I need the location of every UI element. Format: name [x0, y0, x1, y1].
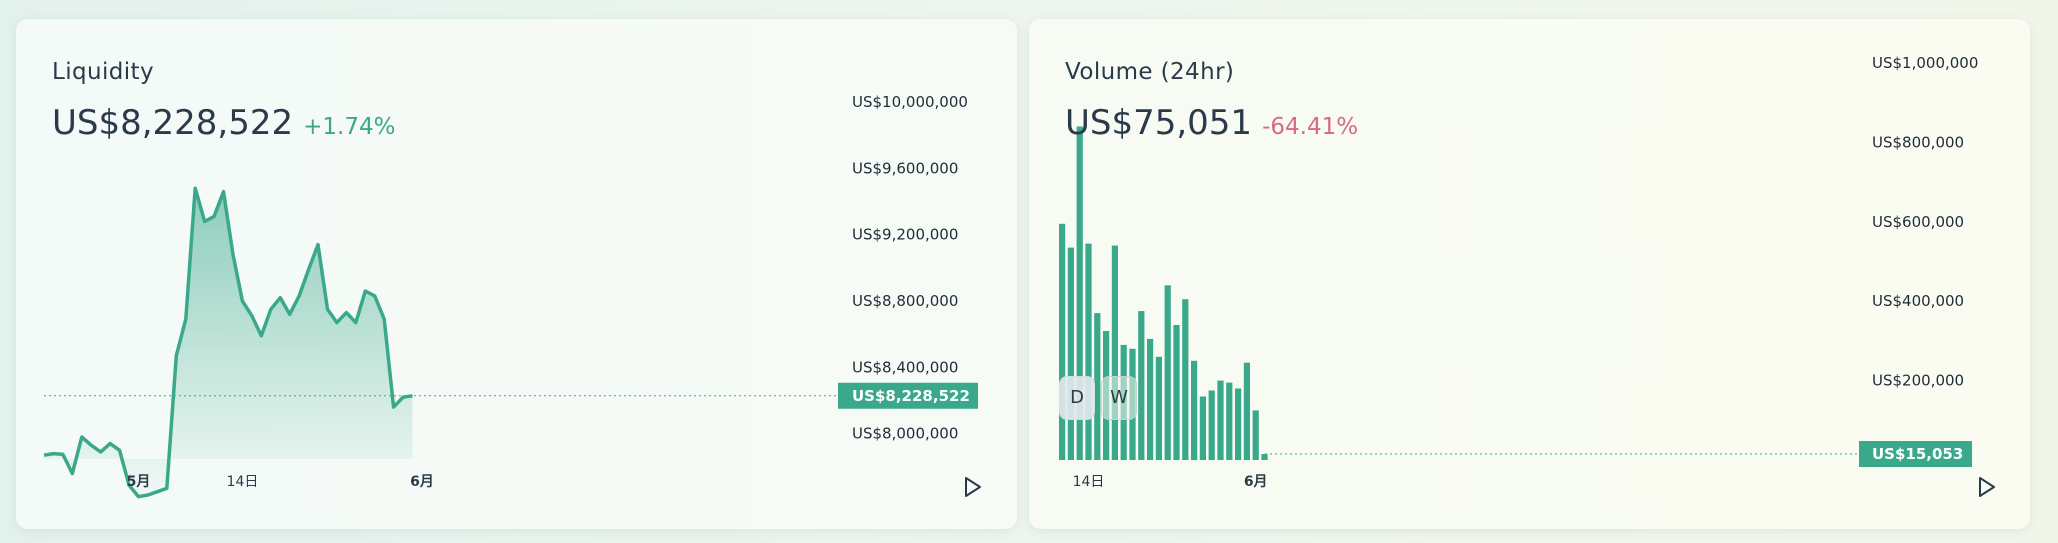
volume-bar [1217, 380, 1224, 460]
liquidity-series-line [43, 186, 413, 499]
volume-y-tick-label: US$600,000 [1872, 213, 1964, 231]
volume-bar [1182, 299, 1189, 460]
volume-bar [1067, 247, 1074, 460]
volume-value: US$75,051 [1065, 103, 1253, 143]
volume-bar [1243, 362, 1250, 460]
liquidity-y-tick-label: US$8,400,000 [852, 358, 958, 376]
volume-card: Volume (24hr) US$1,000,000 US$800,000 US$6… [1029, 19, 2030, 529]
volume-current-label: US$15,053 [1872, 445, 1963, 463]
volume-y-tick-label: US$800,000 [1872, 133, 1964, 151]
volume-bar [1191, 360, 1198, 461]
volume-value-row: US$75,051 -64.41% [1065, 103, 1358, 143]
liquidity-y-tick-label: US$8,800,000 [852, 292, 958, 310]
volume-change: -64.41% [1262, 114, 1359, 140]
liquidity-change: +1.74% [303, 114, 396, 140]
volume-y-tick-label: US$400,000 [1872, 292, 1964, 310]
volume-bar [1199, 396, 1206, 460]
volume-bar [1138, 311, 1145, 460]
liquidity-x-tick-label: 5月 [127, 474, 151, 490]
volume-bar [1155, 356, 1162, 460]
volume-bar [1094, 313, 1101, 460]
volume-current-pill [1859, 441, 1972, 468]
liquidity-y-tick-label: US$8,000,000 [852, 425, 958, 443]
volume-bar [1164, 285, 1171, 460]
liquidity-y-tick-label: US$9,600,000 [852, 159, 958, 177]
volume-bar [1076, 126, 1083, 460]
liquidity-x-tick-label: 14日 [227, 474, 259, 490]
liquidity-title: Liquidity [52, 59, 154, 85]
volume-bar [1226, 382, 1233, 460]
liquidity-y-tick-label: US$10,000,000 [852, 93, 968, 111]
volume-x-tick-label: 6月 [1244, 474, 1268, 490]
liquidity-card: Liquidity US$8,228,522 +1.74% US$10,000,0… [16, 19, 1017, 529]
volume-title: Volume (24hr) [1065, 59, 1235, 85]
volume-play-icon[interactable] [1979, 477, 1995, 497]
volume-bar [1147, 338, 1154, 460]
volume-bar [1208, 390, 1215, 460]
volume-bar [1235, 388, 1242, 460]
toggle-daily-button[interactable]: D [1059, 376, 1095, 420]
liquidity-chart[interactable]: US$10,000,000 US$9,600,000 US$9,200,000 US$… [16, 19, 1017, 529]
liquidity-y-tick-label: US$9,200,000 [852, 226, 958, 244]
volume-y-tick-label: US$1,000,000 [1872, 54, 1978, 72]
liquidity-value: US$8,228,522 [52, 103, 294, 143]
liquidity-current-pill [838, 382, 978, 409]
volume-bar [1173, 325, 1180, 460]
volume-bar [1059, 223, 1066, 460]
volume-bar [1252, 410, 1259, 460]
volume-y-tick-label: US$200,000 [1872, 372, 1964, 390]
liquidity-current-label: US$8,228,522 [852, 387, 970, 405]
volume-bar [1111, 245, 1118, 460]
liquidity-value-row: US$8,228,522 +1.74% [52, 103, 395, 143]
liquidity-play-icon[interactable] [965, 477, 981, 497]
toggle-weekly-button[interactable]: W [1101, 376, 1137, 420]
volume-x-tick-label: 14日 [1073, 474, 1105, 490]
volume-bar [1085, 243, 1092, 460]
liquidity-x-tick-label: 6月 [410, 474, 434, 490]
volume-chart[interactable]: US$1,000,000 US$800,000 US$600,000 US$400,0… [1029, 19, 2030, 529]
volume-bar [1261, 454, 1268, 460]
